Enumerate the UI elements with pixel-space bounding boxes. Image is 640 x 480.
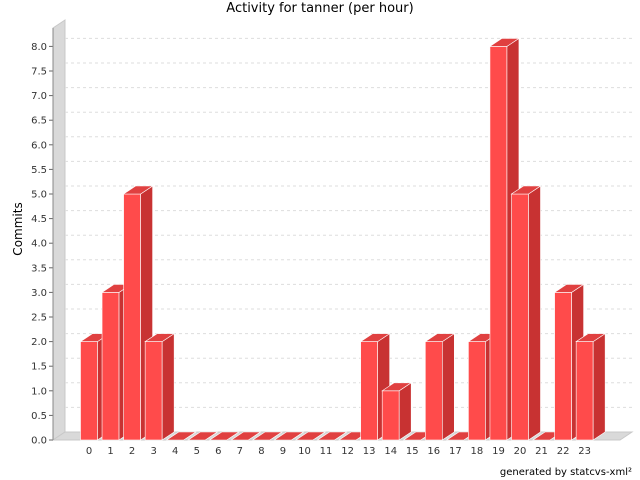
- y-axis-label: Commits: [11, 202, 25, 255]
- bar-top: [575, 333, 607, 342]
- y-tick-label: 4.5: [31, 214, 47, 225]
- bar-top: [230, 431, 262, 441]
- x-tick-label: 20: [514, 446, 527, 457]
- bar-top: [488, 38, 520, 47]
- bar-side: [161, 333, 175, 441]
- chart-title: Activity for tanner (per hour): [226, 1, 413, 16]
- x-tick-label: 2: [129, 446, 135, 457]
- bar-top: [251, 431, 283, 441]
- x-tick-label: 19: [492, 446, 505, 457]
- y-tick-label: 0.5: [31, 411, 47, 422]
- plot-area: 0.0 0.5 1.0 1.5 2.0 2.5 3.0 3.5 4.0 4.5 5.0 5.5 6.0 6…: [31, 19, 634, 457]
- x-tick-label: 9: [280, 446, 286, 457]
- x-tick-label: 21: [535, 446, 548, 457]
- bar-side: [592, 333, 606, 441]
- bar: [511, 193, 529, 441]
- x-tick-label: 23: [578, 446, 591, 457]
- bar: [381, 390, 400, 441]
- bar-top: [381, 382, 413, 392]
- bar-side: [528, 185, 541, 441]
- x-tick-label: 17: [449, 446, 462, 457]
- y-tick-label: 6.5: [31, 116, 47, 127]
- x-tick-label: 4: [172, 446, 178, 457]
- x-tick-label: 11: [320, 446, 333, 457]
- x-tick-label: 8: [258, 446, 264, 457]
- x-tick-label: 6: [215, 446, 221, 457]
- x-tick-label: 16: [427, 446, 440, 457]
- x-tick-label: 7: [237, 446, 243, 457]
- bar: [360, 341, 378, 441]
- y-tick-label: 1.5: [31, 362, 47, 373]
- left-wall: [52, 19, 66, 441]
- bar: [554, 292, 572, 441]
- bar-side: [441, 333, 455, 441]
- bar: [123, 193, 141, 441]
- bar-top: [359, 333, 391, 342]
- bar-top: [316, 431, 348, 441]
- y-tick-label: 3.0: [31, 288, 47, 299]
- y-tick-label: 6.0: [31, 140, 47, 151]
- y-tick-label: 5.0: [31, 190, 47, 201]
- x-tick-label: 18: [471, 446, 484, 457]
- bar-top: [187, 431, 219, 441]
- x-tick-label: 1: [107, 446, 113, 457]
- bar: [101, 292, 120, 441]
- bar-top: [295, 431, 326, 441]
- x-tick-label: 3: [150, 446, 156, 457]
- x-tick-label: 5: [194, 446, 200, 457]
- bar-top: [208, 431, 240, 441]
- y-tick-label: 2.0: [31, 337, 47, 348]
- x-tick-label: 22: [557, 446, 570, 457]
- bar: [489, 46, 508, 441]
- x-tick-label: 12: [341, 446, 354, 457]
- y-tick-label: 5.5: [31, 165, 47, 176]
- bar: [80, 341, 98, 441]
- bar: [424, 341, 443, 441]
- bar-top: [144, 333, 176, 342]
- y-tick-label: 1.0: [31, 386, 47, 397]
- bar-side: [398, 382, 412, 441]
- bar-top: [273, 431, 305, 441]
- y-tick-label: 2.5: [31, 313, 47, 324]
- x-tick-label: 0: [86, 446, 92, 457]
- bar: [468, 341, 486, 441]
- y-tick-label: 7.0: [31, 91, 47, 102]
- bar: [144, 341, 163, 441]
- bar-top: [424, 333, 456, 342]
- x-tick-label: 13: [363, 446, 376, 457]
- footer-text: generated by statcvs-xml²: [500, 467, 632, 478]
- x-tick-label: 14: [384, 446, 397, 457]
- bar-top: [510, 185, 542, 195]
- x-tick-label: 10: [298, 446, 311, 457]
- y-tick-label: 4.0: [31, 239, 47, 250]
- bar: [575, 341, 594, 441]
- bar-top: [553, 284, 585, 293]
- bar-top: [165, 431, 197, 441]
- bar-top: [122, 185, 154, 195]
- x-tick-label: 15: [406, 446, 419, 457]
- y-tick-label: 3.5: [31, 263, 47, 274]
- y-tick-label: 7.5: [31, 67, 47, 78]
- y-tick-label: 8.0: [31, 42, 47, 53]
- y-tick-label: 0.0: [31, 436, 47, 447]
